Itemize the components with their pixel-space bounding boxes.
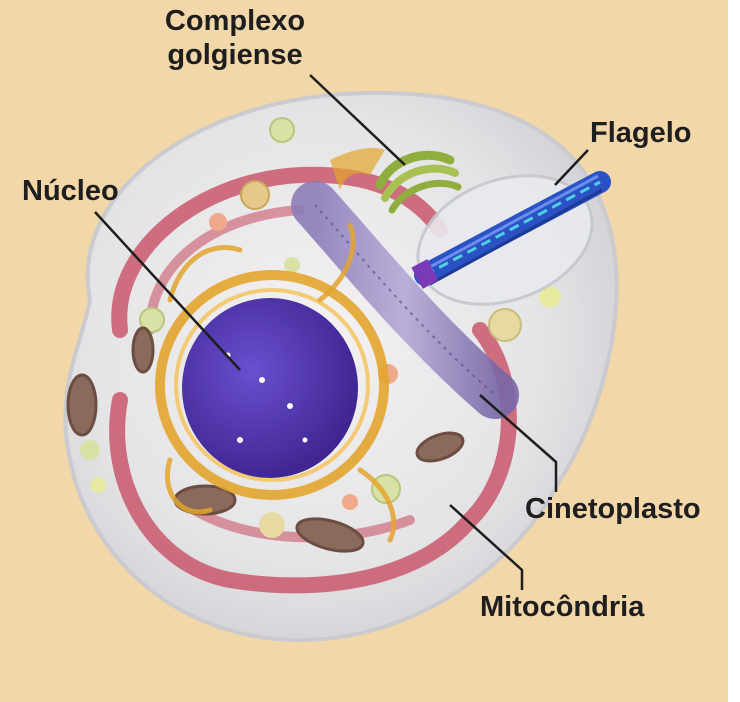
mitocondria-leader: [449, 504, 524, 590]
vesicle: [80, 440, 100, 460]
vesicle: [284, 257, 300, 273]
golgi-leader: [309, 74, 406, 166]
vesicle: [209, 213, 227, 231]
golgi-apparatus: [375, 150, 462, 214]
label-golgi-line1: Complexo: [164, 5, 306, 37]
vesicle: [488, 308, 522, 342]
vesicle: [269, 117, 295, 143]
vesicle: [342, 494, 358, 510]
label-nucleo: Núcleo: [22, 175, 119, 207]
label-mitocondria: Mitocôndria: [480, 591, 645, 623]
vesicle: [240, 180, 270, 210]
mitochondrion: [415, 431, 465, 463]
cinetoplasto-leader: [479, 394, 558, 492]
mitochondrion-tube: [109, 166, 517, 594]
mitochondrion: [295, 517, 365, 553]
label-flagelo: Flagelo: [590, 117, 692, 149]
vesicle: [139, 307, 165, 333]
flagelo-leader: [554, 149, 589, 186]
vesicle: [539, 286, 561, 308]
nuclear-envelope: [155, 270, 389, 500]
mitochondrion: [131, 326, 155, 374]
nucleo-leader: [94, 211, 241, 371]
mitochondrion: [66, 373, 98, 437]
label-cinetoplasto: Cinetoplasto: [525, 493, 701, 525]
vesicle: [371, 474, 401, 504]
label-golgi-line2: golgiense: [167, 39, 303, 71]
vesicle: [90, 477, 106, 493]
nucleus: [182, 298, 358, 478]
vesicle: [259, 512, 285, 538]
flagellum: [411, 171, 611, 289]
label-complexo-golgiense: Complexo golgiense: [150, 4, 320, 72]
